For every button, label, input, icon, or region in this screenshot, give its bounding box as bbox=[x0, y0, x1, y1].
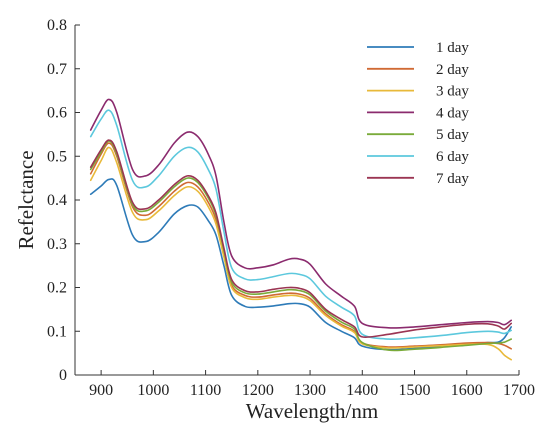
x-tick-label: 1200 bbox=[242, 382, 274, 399]
series-line-7 bbox=[89, 139, 512, 339]
legend-label-2: 2 day bbox=[436, 62, 469, 78]
y-tick-label: 0.3 bbox=[47, 236, 67, 253]
x-tick-label: 1600 bbox=[451, 382, 483, 399]
series-line-6 bbox=[89, 109, 512, 341]
legend-label-1: 1 day bbox=[436, 40, 469, 56]
x-tick-label: 1700 bbox=[503, 382, 535, 399]
y-tick-label: 0 bbox=[59, 367, 67, 384]
series-line-3 bbox=[89, 146, 512, 361]
series-line-5 bbox=[89, 140, 512, 352]
legend: 1 day 2 day 3 day 4 day 5 day 6 day 7 day bbox=[367, 40, 469, 187]
legend-label-5: 5 day bbox=[436, 127, 469, 143]
y-tick-label: 0.1 bbox=[47, 323, 67, 340]
x-tick-label: 900 bbox=[89, 382, 113, 399]
series-lines bbox=[89, 98, 512, 361]
x-axis-title: Wavelength/nm bbox=[246, 399, 378, 423]
legend-label-3: 3 day bbox=[436, 84, 469, 100]
x-tick-label: 1500 bbox=[399, 382, 431, 399]
series-line-2 bbox=[89, 142, 512, 350]
y-axis-ticks: 0 0.1 0.2 0.3 0.4 0.5 0.6 0.7 0.8 bbox=[47, 17, 80, 384]
series-line-1 bbox=[89, 178, 512, 351]
x-tick-label: 1300 bbox=[294, 382, 326, 399]
y-tick-label: 0.6 bbox=[47, 105, 67, 122]
y-tick-label: 0.4 bbox=[47, 192, 67, 209]
x-tick-label: 1100 bbox=[190, 382, 221, 399]
y-tick-label: 0.5 bbox=[47, 148, 67, 165]
x-axis-ticks: 900 1000 1100 1200 1300 1400 1500 1600 1700 bbox=[89, 370, 535, 399]
y-tick-label: 0.8 bbox=[47, 17, 67, 34]
y-axis-title: Refelctance bbox=[14, 150, 38, 249]
x-tick-label: 1000 bbox=[137, 382, 169, 399]
legend-label-6: 6 day bbox=[436, 149, 469, 165]
legend-label-7: 7 day bbox=[436, 171, 469, 187]
x-tick-label: 1400 bbox=[346, 382, 378, 399]
series-line-4 bbox=[89, 98, 512, 329]
y-tick-label: 0.7 bbox=[47, 61, 67, 78]
legend-label-4: 4 day bbox=[436, 105, 469, 121]
y-tick-label: 0.2 bbox=[47, 280, 67, 297]
